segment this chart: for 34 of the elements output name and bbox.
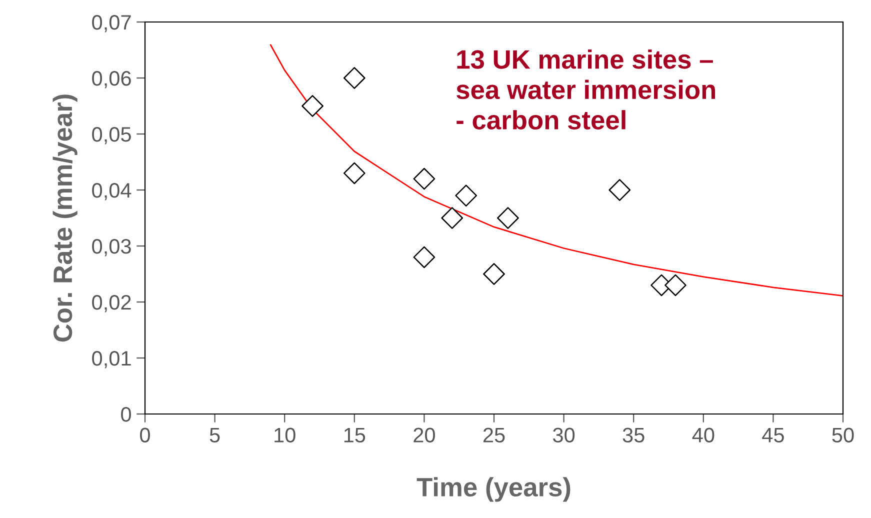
x-tick-label: 35 xyxy=(622,428,644,442)
x-tick-label: 40 xyxy=(692,428,714,442)
point xyxy=(343,162,366,184)
line-series xyxy=(270,44,843,297)
y-tick-label: 0,07 xyxy=(92,15,131,32)
y-tick-label: 0,04 xyxy=(92,183,132,200)
x-tick-label: 20 xyxy=(414,428,435,442)
y-tick-label: 0,01 xyxy=(92,351,131,368)
y-tick-label: 0,02 xyxy=(92,295,131,312)
y-tick-label: 0 xyxy=(121,407,131,422)
y-tick-label: 0,06 xyxy=(92,71,131,88)
x-tick-label: 0 xyxy=(140,428,150,442)
y-tick-label: 0,05 xyxy=(92,127,131,144)
x-tick-label: 45 xyxy=(762,428,784,442)
x-tick-label: 15 xyxy=(344,428,366,442)
point xyxy=(483,263,505,285)
point xyxy=(343,67,366,89)
x-tick-label: 25 xyxy=(483,428,505,442)
x-tick-label: 30 xyxy=(553,428,575,442)
point xyxy=(664,274,686,296)
point xyxy=(497,207,519,229)
y-tick-label: 0,03 xyxy=(92,239,131,256)
point xyxy=(441,207,464,229)
point xyxy=(455,184,478,207)
point xyxy=(302,95,324,117)
point xyxy=(413,168,436,190)
y-axis-title: Cor. Rate (mm/year) xyxy=(52,94,78,342)
annotation: 13 UK marine sites – sea water immersion - carbon steel xyxy=(456,49,716,130)
x-tick-label: 10 xyxy=(274,428,296,442)
x-axis-title: Time (years) xyxy=(416,477,570,502)
x-tick-label: 50 xyxy=(832,428,854,442)
x-tick-label: 5 xyxy=(210,428,220,442)
point xyxy=(413,246,436,268)
point xyxy=(608,179,631,201)
